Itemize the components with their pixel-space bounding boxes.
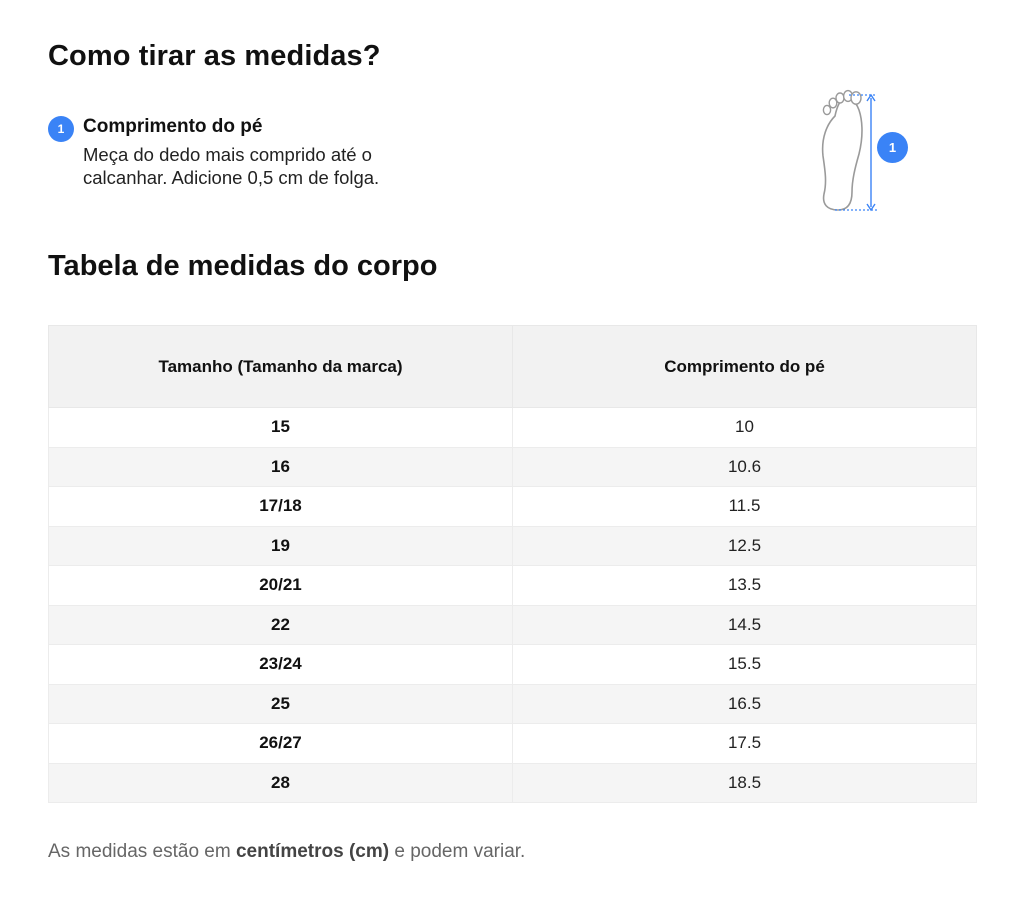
table-title: Tabela de medidas do corpo xyxy=(48,250,438,282)
step-title: Comprimento do pé xyxy=(83,116,263,137)
cell-foot-length: 10.6 xyxy=(512,446,977,487)
cell-foot-length: 12.5 xyxy=(512,525,977,566)
cell-foot-length: 15.5 xyxy=(512,644,977,685)
cell-size: 20/21 xyxy=(48,565,513,606)
cell-foot-length: 11.5 xyxy=(512,486,977,527)
table-row: 22 14.5 xyxy=(48,604,977,645)
cell-foot-length: 14.5 xyxy=(512,604,977,645)
note-suffix: e podem variar. xyxy=(389,841,526,862)
cell-size: 19 xyxy=(48,525,513,566)
cell-size: 23/24 xyxy=(48,644,513,685)
table-row: 17/18 11.5 xyxy=(48,486,977,527)
cell-size: 25 xyxy=(48,683,513,724)
table-row: 19 12.5 xyxy=(48,525,977,566)
step-text: Comprimento do pé Meça do dedo mais comp… xyxy=(83,115,443,189)
cell-size: 26/27 xyxy=(48,723,513,764)
foot-outline-icon xyxy=(821,89,877,212)
cell-foot-length: 17.5 xyxy=(512,723,977,764)
header-foot-length: Comprimento do pé xyxy=(512,325,977,408)
units-note: As medidas estão em centímetros (cm) e p… xyxy=(48,841,525,863)
cell-foot-length: 18.5 xyxy=(512,762,977,803)
step-foot-length: 1 Comprimento do pé Meça do dedo mais co… xyxy=(48,115,443,189)
cell-foot-length: 13.5 xyxy=(512,565,977,606)
step-description: Meça do dedo mais comprido até o calcanh… xyxy=(83,144,380,188)
note-prefix: As medidas estão em xyxy=(48,841,236,862)
table-row: 15 10 xyxy=(48,407,977,448)
measure-title: Como tirar as medidas? xyxy=(48,40,381,72)
table-row: 28 18.5 xyxy=(48,762,977,803)
header-size: Tamanho (Tamanho da marca) xyxy=(48,325,513,408)
table-row: 20/21 13.5 xyxy=(48,565,977,606)
cell-size: 16 xyxy=(48,446,513,487)
cell-size: 17/18 xyxy=(48,486,513,527)
table-row: 26/27 17.5 xyxy=(48,723,977,764)
table-header-row: Tamanho (Tamanho da marca) Comprimento d… xyxy=(48,325,977,408)
table-row: 16 10.6 xyxy=(48,446,977,487)
cell-foot-length: 10 xyxy=(512,407,977,448)
cell-foot-length: 16.5 xyxy=(512,683,977,724)
cell-size: 28 xyxy=(48,762,513,803)
cell-size: 15 xyxy=(48,407,513,448)
note-unit: centímetros (cm) xyxy=(235,841,390,862)
step-number-badge: 1 xyxy=(48,116,74,142)
size-table: Tamanho (Tamanho da marca) Comprimento d… xyxy=(48,325,977,803)
cell-size: 22 xyxy=(48,604,513,645)
table-row: 25 16.5 xyxy=(48,683,977,724)
table-row: 23/24 15.5 xyxy=(48,644,977,685)
illustration-number-badge: 1 xyxy=(877,132,908,163)
